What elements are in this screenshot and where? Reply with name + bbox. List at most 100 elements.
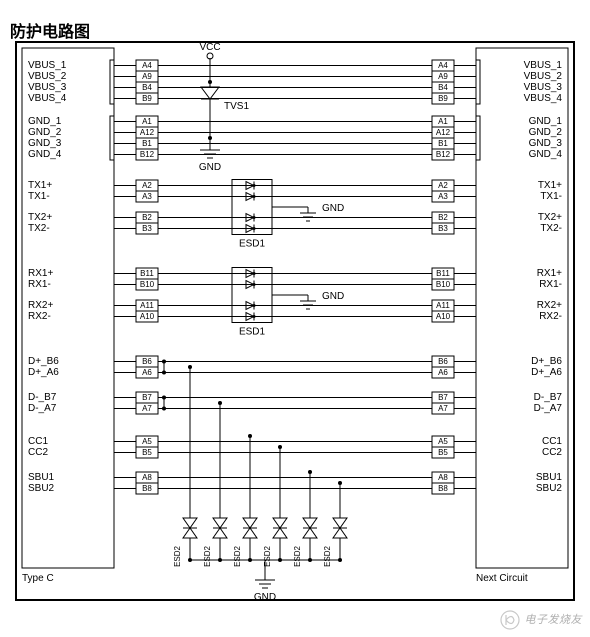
svg-text:TX1+: TX1+	[538, 180, 562, 191]
svg-text:GND: GND	[254, 592, 276, 603]
svg-text:RX2-: RX2-	[28, 311, 51, 322]
svg-text:B1: B1	[438, 139, 448, 148]
svg-text:VBUS_3: VBUS_3	[28, 82, 67, 93]
svg-text:GND_3: GND_3	[28, 138, 62, 149]
svg-text:GND: GND	[199, 162, 221, 173]
svg-text:ESD1: ESD1	[239, 239, 266, 250]
svg-text:GND_1: GND_1	[28, 116, 62, 127]
svg-text:VBUS_1: VBUS_1	[524, 60, 563, 71]
svg-text:B4: B4	[142, 83, 152, 92]
svg-text:A8: A8	[142, 473, 152, 482]
svg-text:B3: B3	[142, 224, 152, 233]
svg-text:A12: A12	[140, 128, 155, 137]
svg-text:A12: A12	[436, 128, 451, 137]
svg-text:A7: A7	[142, 404, 152, 413]
svg-text:VBUS_2: VBUS_2	[524, 71, 563, 82]
svg-text:A3: A3	[142, 192, 152, 201]
svg-text:VBUS_2: VBUS_2	[28, 71, 67, 82]
svg-text:A7: A7	[438, 404, 448, 413]
svg-text:ESD1: ESD1	[239, 327, 266, 338]
svg-text:A4: A4	[142, 61, 152, 70]
svg-text:GND_2: GND_2	[529, 127, 563, 138]
svg-text:B6: B6	[438, 357, 448, 366]
svg-text:A9: A9	[438, 72, 448, 81]
svg-text:D-_B7: D-_B7	[28, 392, 57, 403]
svg-text:B2: B2	[142, 213, 152, 222]
svg-text:B7: B7	[438, 393, 448, 402]
svg-text:TX1-: TX1-	[28, 191, 50, 202]
svg-text:TX2+: TX2+	[538, 212, 562, 223]
svg-text:Type C: Type C	[22, 573, 54, 584]
svg-text:GND_4: GND_4	[28, 149, 62, 160]
svg-text:A9: A9	[142, 72, 152, 81]
svg-text:RX1-: RX1-	[28, 279, 51, 290]
svg-text:SBU1: SBU1	[536, 472, 563, 483]
svg-text:D+_A6: D+_A6	[531, 367, 562, 378]
svg-text:A10: A10	[140, 312, 155, 321]
svg-text:CC1: CC1	[28, 436, 48, 447]
svg-text:TX1-: TX1-	[540, 191, 562, 202]
svg-text:TX2+: TX2+	[28, 212, 52, 223]
schematic-canvas: Type C VBUS_1 A4 VBUS_2 A9 VBUS_3 B4 VBUS_4 B9 GN…	[0, 0, 590, 637]
svg-text:TX2-: TX2-	[28, 223, 50, 234]
svg-text:B5: B5	[438, 448, 448, 457]
svg-text:A2: A2	[438, 181, 448, 190]
svg-text:RX1-: RX1-	[539, 279, 562, 290]
svg-text:B11: B11	[140, 269, 154, 278]
svg-text:B9: B9	[438, 94, 448, 103]
svg-text:ESD2: ESD2	[293, 545, 302, 566]
watermark: 电子发烧友	[499, 609, 582, 631]
svg-text:D-_A7: D-_A7	[534, 403, 563, 414]
svg-text:TX1+: TX1+	[28, 180, 52, 191]
svg-text:RX2+: RX2+	[28, 300, 53, 311]
svg-text:SBU2: SBU2	[536, 483, 563, 494]
svg-text:B4: B4	[438, 83, 448, 92]
svg-text:RX2-: RX2-	[539, 311, 562, 322]
svg-text:Next Circuit: Next Circuit	[476, 573, 528, 584]
svg-text:A5: A5	[142, 437, 152, 446]
svg-text:B8: B8	[438, 484, 448, 493]
svg-text:B12: B12	[436, 150, 451, 159]
svg-text:B1: B1	[142, 139, 152, 148]
svg-text:CC2: CC2	[28, 447, 48, 458]
svg-text:RX1+: RX1+	[28, 268, 53, 279]
svg-text:D+_B6: D+_B6	[531, 356, 562, 367]
svg-text:A6: A6	[142, 368, 152, 377]
svg-text:B11: B11	[436, 269, 450, 278]
svg-text:GND_1: GND_1	[529, 116, 563, 127]
svg-text:VCC: VCC	[199, 42, 220, 53]
svg-text:RX1+: RX1+	[537, 268, 562, 279]
svg-text:B8: B8	[142, 484, 152, 493]
svg-text:VBUS_1: VBUS_1	[28, 60, 67, 71]
svg-text:A3: A3	[438, 192, 448, 201]
svg-text:GND: GND	[322, 203, 344, 214]
svg-text:VBUS_4: VBUS_4	[524, 93, 563, 104]
svg-text:CC1: CC1	[542, 436, 562, 447]
svg-text:D+_B6: D+_B6	[28, 356, 59, 367]
svg-text:GND_2: GND_2	[28, 127, 62, 138]
svg-text:SBU2: SBU2	[28, 483, 55, 494]
svg-text:A10: A10	[436, 312, 451, 321]
svg-text:B3: B3	[438, 224, 448, 233]
svg-text:VBUS_3: VBUS_3	[524, 82, 563, 93]
svg-text:CC2: CC2	[542, 447, 562, 458]
svg-text:A8: A8	[438, 473, 448, 482]
svg-text:SBU1: SBU1	[28, 472, 55, 483]
svg-text:A5: A5	[438, 437, 448, 446]
svg-text:A4: A4	[438, 61, 448, 70]
svg-text:B6: B6	[142, 357, 152, 366]
svg-text:TVS1: TVS1	[224, 101, 249, 112]
svg-text:B9: B9	[142, 94, 152, 103]
svg-text:B5: B5	[142, 448, 152, 457]
svg-text:ESD2: ESD2	[173, 545, 182, 566]
svg-text:A11: A11	[436, 301, 450, 310]
svg-text:A1: A1	[438, 117, 448, 126]
svg-text:VBUS_4: VBUS_4	[28, 93, 67, 104]
svg-text:A2: A2	[142, 181, 152, 190]
svg-text:A1: A1	[142, 117, 152, 126]
svg-text:GND_4: GND_4	[529, 149, 563, 160]
svg-text:D+_A6: D+_A6	[28, 367, 59, 378]
svg-text:ESD2: ESD2	[323, 545, 332, 566]
svg-text:B10: B10	[436, 280, 451, 289]
svg-text:A6: A6	[438, 368, 448, 377]
